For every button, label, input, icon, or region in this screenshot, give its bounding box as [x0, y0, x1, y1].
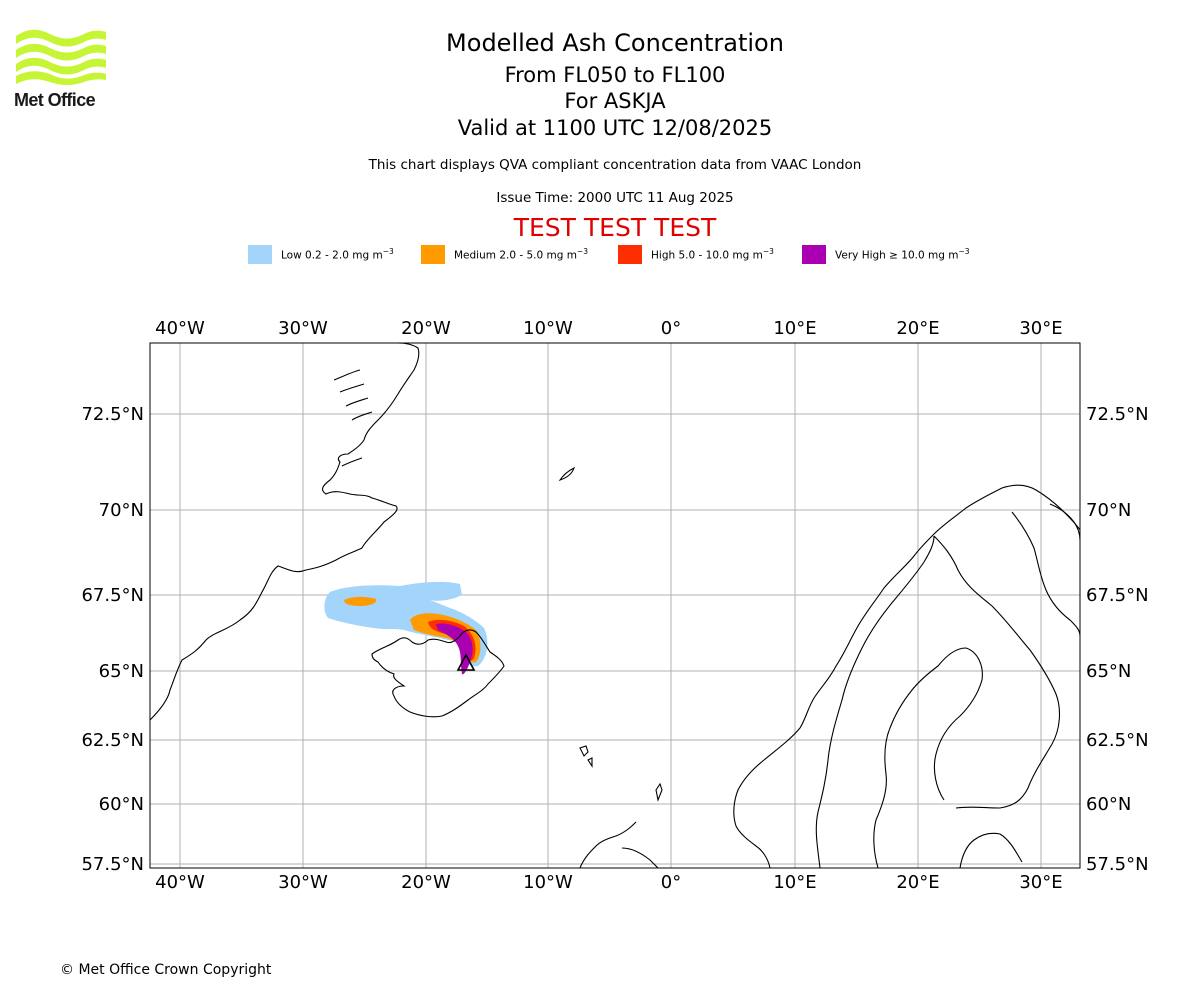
volcano-name: For ASKJA [564, 89, 666, 113]
legend-swatch-high [618, 244, 642, 264]
legend-item-high: High 5.0 - 10.0 mg m−3 [618, 244, 774, 264]
legend-swatch-low [248, 244, 272, 264]
greenland-fjords [333, 369, 373, 467]
valid-time: Valid at 1100 UTC 12/08/2025 [457, 116, 773, 140]
kola-coast [1049, 503, 1080, 541]
legend-item-low: Low 0.2 - 2.0 mg m−3 [248, 244, 394, 264]
map-frame-fill [150, 343, 1080, 868]
lon-label: 10°E [773, 872, 816, 893]
finland-border [933, 535, 1061, 809]
faroe-coast [579, 745, 593, 768]
chart-title: Modelled Ash Concentration [446, 29, 784, 57]
test-banner: TEST TEST TEST [513, 213, 717, 242]
legend-item-medium: Medium 2.0 - 5.0 mg m−3 [421, 244, 588, 264]
jan-mayen-coast [558, 466, 575, 482]
lon-label: 10°W [523, 872, 573, 893]
norway-coast [733, 484, 1080, 868]
lon-label: 10°E [773, 318, 816, 339]
lat-label: 60°N [99, 794, 144, 815]
flight-levels: From FL050 to FL100 [504, 63, 726, 87]
lon-label: 40°W [155, 318, 205, 339]
lon-label: 10°W [523, 318, 573, 339]
lon-label: 40°W [155, 872, 205, 893]
legend-label-high: High 5.0 - 10.0 mg m [651, 249, 763, 262]
compliance-note: This chart displays QVA compliant concen… [368, 157, 862, 173]
lon-label: 20°W [401, 872, 451, 893]
lon-labels-top: 40°W 30°W 20°W 10°W 0° 10°E 20°E 30°E [155, 318, 1062, 339]
lat-label: 65°N [99, 661, 144, 682]
scotland-coast [579, 821, 659, 868]
map-frame [149, 342, 1081, 869]
legend-label-very-high: Very High ≥ 10.0 mg m [835, 249, 959, 262]
legend-swatch-very-high [802, 244, 826, 264]
lon-label: 20°E [896, 872, 939, 893]
lon-label: 0° [661, 318, 681, 339]
met-office-waves-icon [16, 29, 106, 85]
ash-medium-area-west [344, 596, 377, 606]
lon-label: 20°W [401, 318, 451, 339]
russia-finland-border [1011, 511, 1080, 637]
lat-label: 67.5°N [1086, 585, 1149, 606]
lat-label: 57.5°N [81, 854, 144, 875]
lat-label: 70°N [1086, 500, 1131, 521]
issue-time: Issue Time: 2000 UTC 11 Aug 2025 [496, 190, 734, 206]
copyright: © Met Office Crown Copyright [60, 962, 272, 978]
lon-label: 30°E [1019, 318, 1062, 339]
legend-swatch-medium [421, 244, 445, 264]
lat-label: 62.5°N [1086, 730, 1149, 751]
greenland-coast [150, 343, 420, 721]
baltic-coast [959, 832, 1023, 868]
iceland-coast [371, 629, 505, 718]
lat-label: 67.5°N [81, 585, 144, 606]
lon-label: 30°E [1019, 872, 1062, 893]
lon-label: 20°E [896, 318, 939, 339]
lon-labels-bottom: 40°W 30°W 20°W 10°W 0° 10°E 20°E 30°E [155, 872, 1062, 893]
graticule [150, 343, 1080, 868]
coastlines [150, 343, 1080, 868]
lat-label: 62.5°N [81, 730, 144, 751]
lon-label: 30°W [278, 318, 328, 339]
lat-label: 60°N [1086, 794, 1131, 815]
lat-label: 72.5°N [1086, 404, 1149, 425]
lat-label: 57.5°N [1086, 854, 1149, 875]
sweden-border [815, 535, 935, 868]
lat-label: 72.5°N [81, 404, 144, 425]
lat-labels-left: 72.5°N 70°N 67.5°N 65°N 62.5°N 60°N 57.5… [81, 404, 144, 875]
shetland-coast [655, 782, 663, 802]
legend-label-medium: Medium 2.0 - 5.0 mg m [454, 249, 577, 262]
ash-map: 40°W 30°W 20°W 10°W 0° 10°E 20°E 30°E 40… [81, 318, 1149, 893]
lat-labels-right: 72.5°N 70°N 67.5°N 65°N 62.5°N 60°N 57.5… [1086, 404, 1149, 875]
lon-label: 30°W [278, 872, 328, 893]
met-office-logo: Met Office [14, 28, 108, 114]
lat-label: 65°N [1086, 661, 1131, 682]
gulf-of-bothnia [873, 647, 983, 868]
lat-label: 70°N [99, 500, 144, 521]
legend-label-low: Low 0.2 - 2.0 mg m [281, 249, 383, 262]
lon-label: 0° [661, 872, 681, 893]
legend-item-very-high: Very High ≥ 10.0 mg m−3 [802, 244, 970, 264]
logo-text: Met Office [14, 90, 96, 110]
ash-plume [324, 581, 488, 675]
volcano-marker-icon [456, 653, 476, 671]
ash-very-high-area [436, 623, 473, 675]
